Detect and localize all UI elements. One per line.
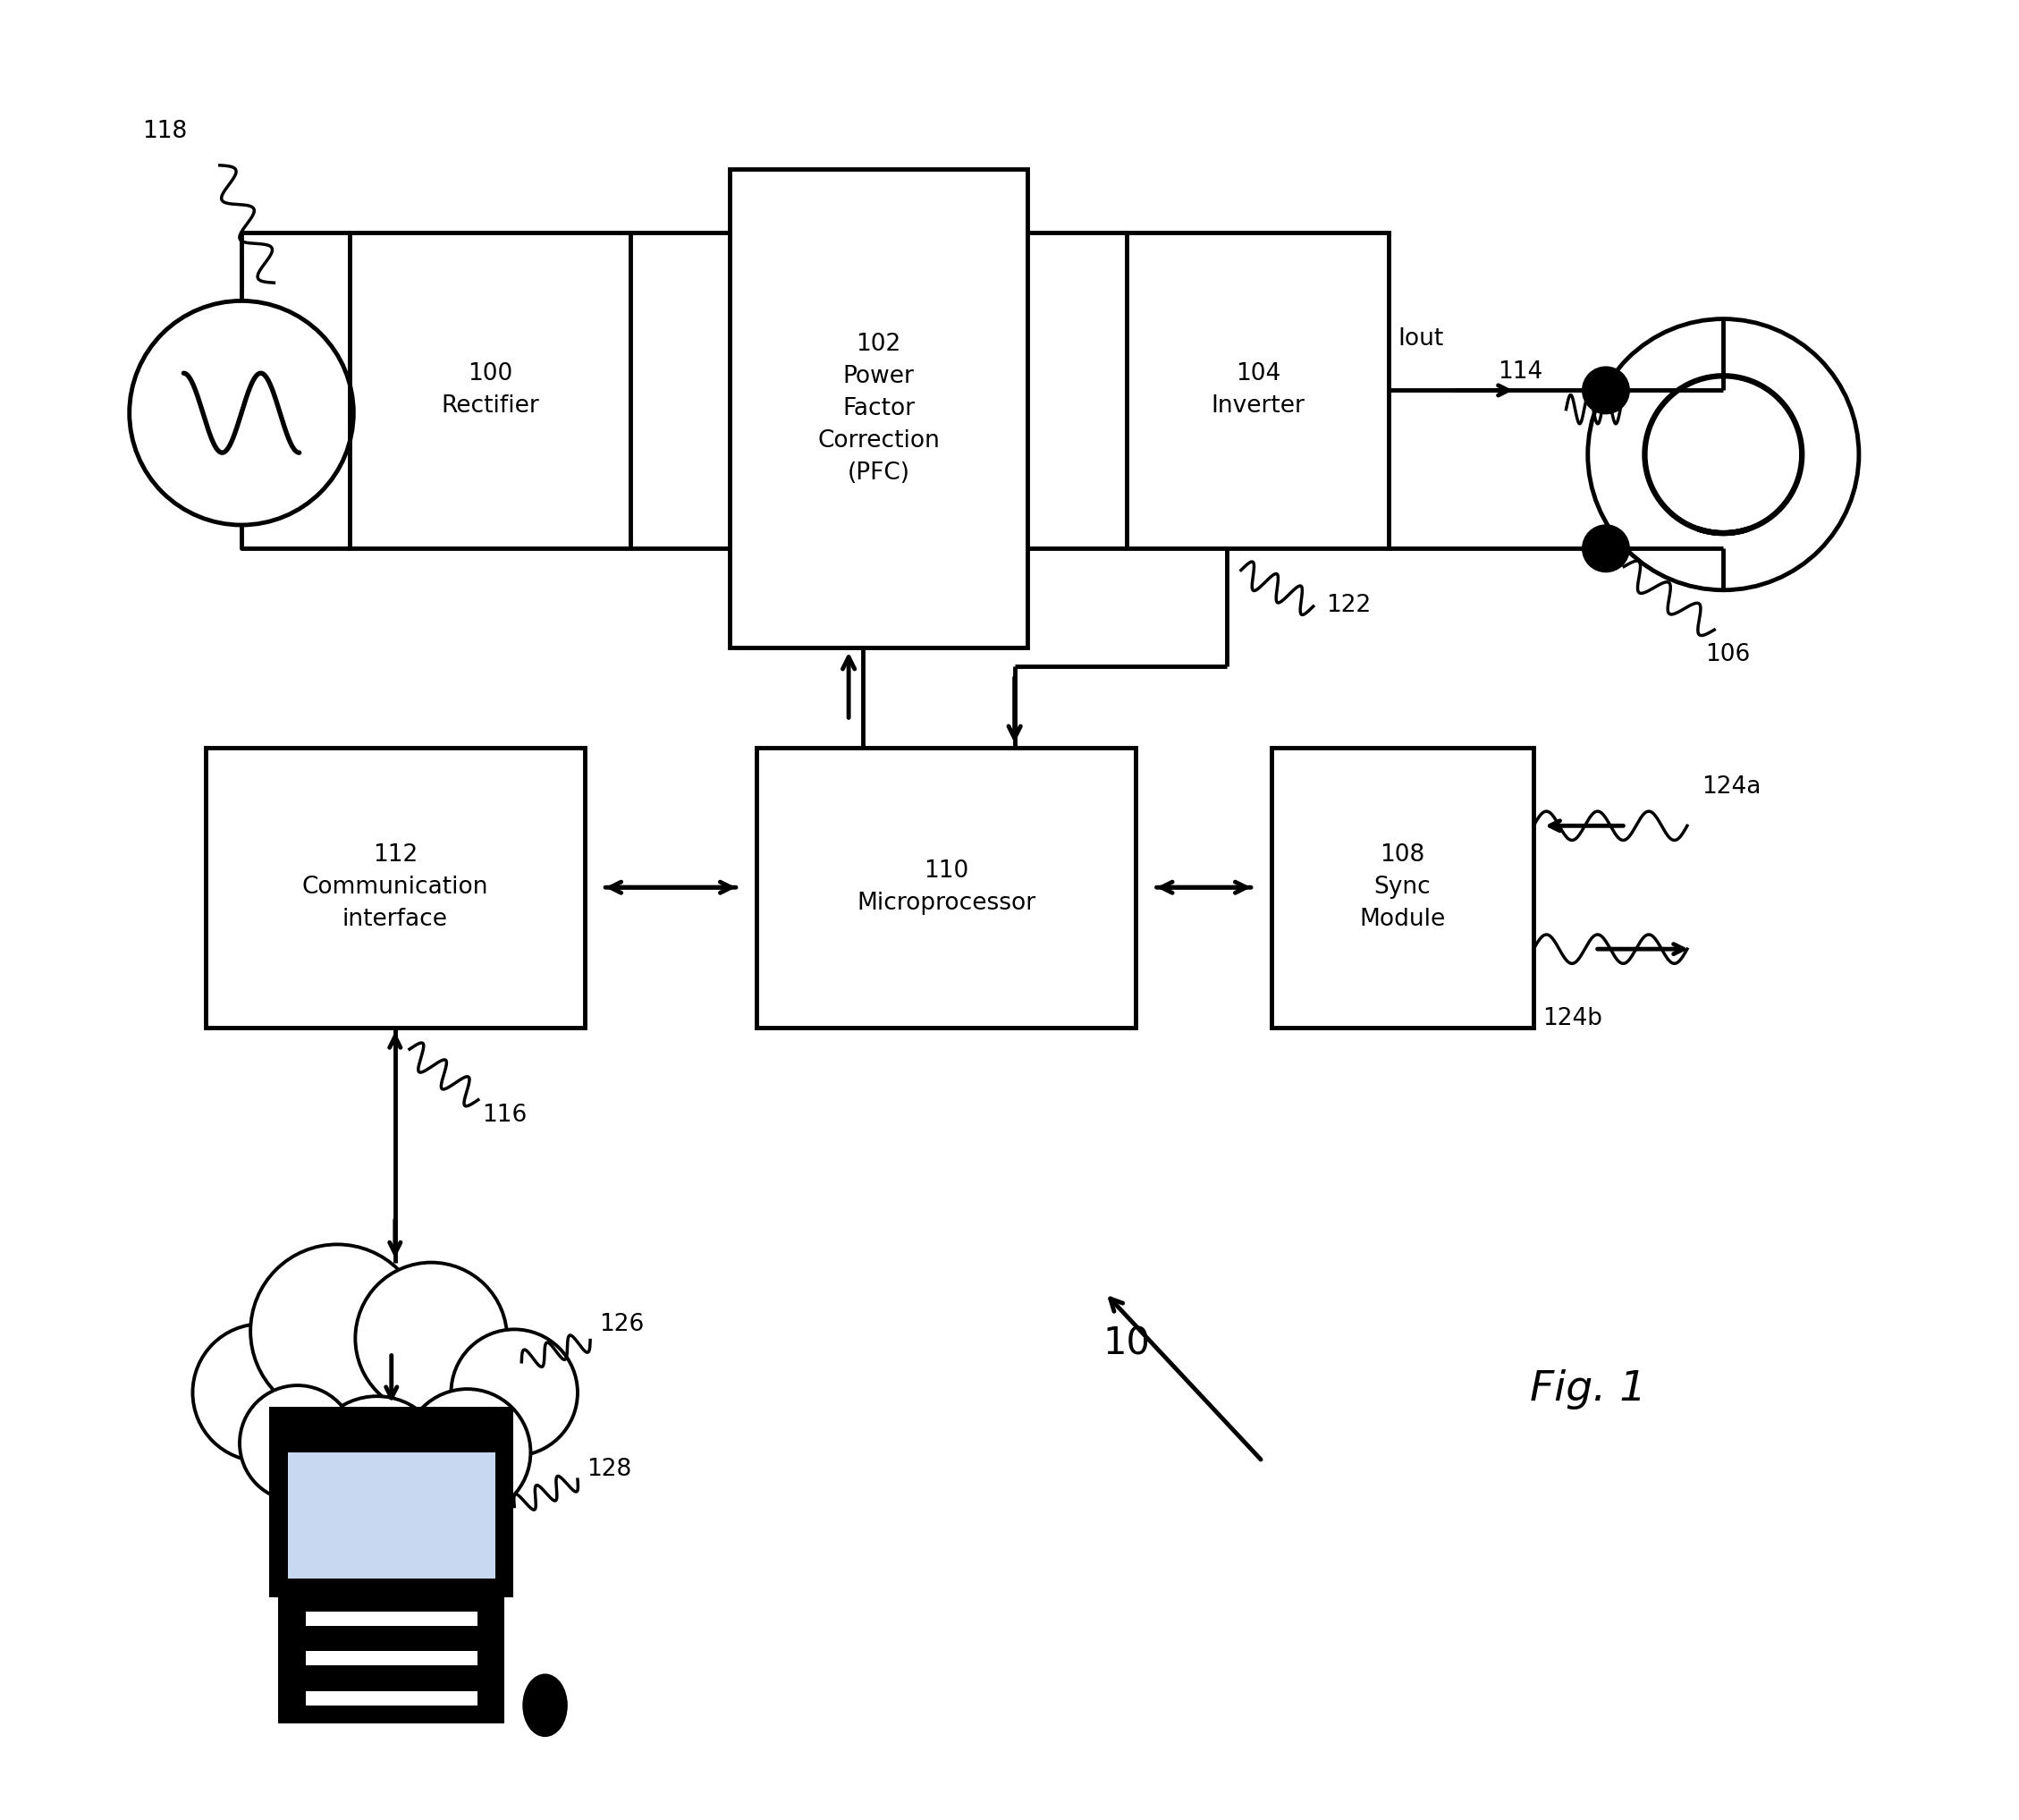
Text: Fig. 1: Fig. 1 <box>1530 1369 1645 1409</box>
Text: 10: 10 <box>1102 1325 1151 1363</box>
Text: 108
Sync
Module: 108 Sync Module <box>1359 844 1446 932</box>
Text: 102
Power
Factor
Correction
(PFC): 102 Power Factor Correction (PFC) <box>818 333 939 484</box>
Text: 122: 122 <box>1326 593 1371 617</box>
Bar <box>305 1611 476 1625</box>
Text: 100
Rectifier: 100 Rectifier <box>440 362 539 419</box>
Ellipse shape <box>523 1674 567 1736</box>
Circle shape <box>1583 524 1629 571</box>
Circle shape <box>250 1245 424 1418</box>
Circle shape <box>404 1389 531 1516</box>
Text: 118: 118 <box>141 120 188 144</box>
Text: 112
Communication
interface: 112 Communication interface <box>303 844 489 932</box>
Text: 124a: 124a <box>1702 775 1761 799</box>
Bar <box>287 1452 495 1578</box>
Text: 116: 116 <box>483 1103 527 1127</box>
Bar <box>349 233 630 548</box>
Text: 104
Inverter: 104 Inverter <box>1211 362 1304 419</box>
Circle shape <box>1583 368 1629 413</box>
Bar <box>279 1578 505 1724</box>
Circle shape <box>309 1396 446 1534</box>
Text: 124b: 124b <box>1543 1006 1603 1030</box>
Bar <box>1272 748 1534 1028</box>
Circle shape <box>450 1329 577 1456</box>
Circle shape <box>240 1385 355 1502</box>
Circle shape <box>192 1323 329 1461</box>
Bar <box>729 169 1028 648</box>
Text: 126: 126 <box>600 1314 644 1336</box>
Bar <box>757 748 1137 1028</box>
Circle shape <box>355 1263 507 1414</box>
Bar <box>305 1691 476 1705</box>
Bar <box>315 1613 466 1636</box>
Text: Iout: Iout <box>1397 328 1444 351</box>
Bar <box>206 748 586 1028</box>
Bar <box>269 1407 513 1596</box>
Text: 114: 114 <box>1498 360 1543 384</box>
Text: 110
Microprocessor: 110 Microprocessor <box>856 859 1036 915</box>
Text: 128: 128 <box>588 1458 632 1481</box>
Bar <box>305 1651 476 1665</box>
Bar <box>369 1591 414 1618</box>
Text: 106: 106 <box>1706 642 1750 666</box>
Bar <box>1127 233 1389 548</box>
